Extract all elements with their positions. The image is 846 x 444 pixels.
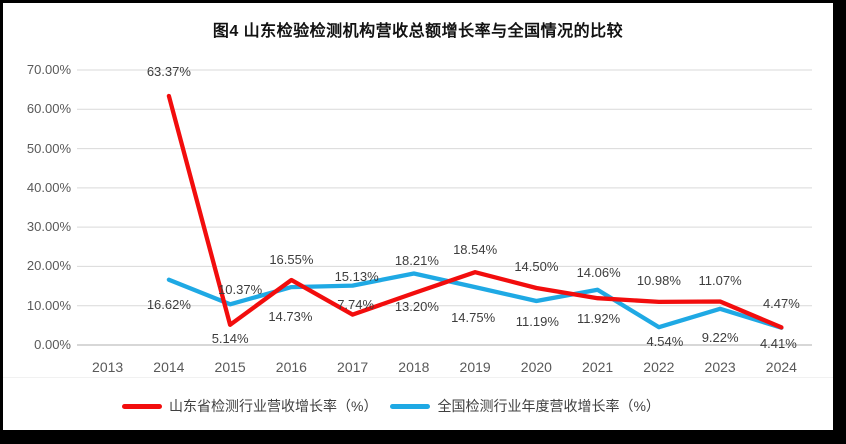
data-label-shandong-2020: 14.50% xyxy=(514,259,559,275)
x-tick-2024: 2024 xyxy=(765,359,797,375)
y-tick-60.00%: 60.00% xyxy=(26,101,71,117)
x-tick-2018: 2018 xyxy=(398,359,430,375)
shandong-series-swatch xyxy=(122,403,162,409)
legend-item-shandong: 山东省检测行业营收增长率（%） xyxy=(122,396,377,416)
y-tick-30.00%: 30.00% xyxy=(26,219,71,235)
data-label-shandong-2015: 5.14% xyxy=(211,330,249,346)
plot-bottom-divider xyxy=(3,377,833,378)
x-tick-2013: 2013 xyxy=(92,359,124,375)
y-tick-20.00%: 20.00% xyxy=(26,258,71,274)
legend-item-national: 全国检测行业年度营收增长率（%） xyxy=(390,396,660,416)
data-label-national-2024: 4.41% xyxy=(759,335,797,351)
national-series-label: 全国检测行业年度营收增长率（%） xyxy=(437,398,660,414)
x-tick-2014: 2014 xyxy=(153,359,185,375)
data-label-national-2017: 15.13% xyxy=(334,268,379,284)
chart-title: 图4 山东检验检测机构营收总额增长率与全国情况的比较 xyxy=(212,23,624,40)
y-tick-10.00%: 10.00% xyxy=(26,297,71,313)
data-label-national-2019: 14.75% xyxy=(451,310,496,326)
data-label-national-2021: 14.06% xyxy=(576,264,621,280)
shandong-series-label: 山东省检测行业营收增长率（%） xyxy=(169,398,378,414)
x-tick-2016: 2016 xyxy=(275,359,307,375)
national-series-swatch xyxy=(390,403,431,409)
y-tick-50.00%: 50.00% xyxy=(26,140,71,156)
data-label-national-2014: 16.62% xyxy=(146,296,191,312)
x-tick-2022: 2022 xyxy=(643,359,675,375)
shandong-line xyxy=(166,93,784,330)
x-tick-2023: 2023 xyxy=(704,359,736,375)
legend: 山东省检测行业营收增长率（%） 全国检测行业年度营收增长率（%） xyxy=(122,397,660,415)
data-label-shandong-2014: 63.37% xyxy=(146,64,191,80)
data-label-shandong-2021: 11.92% xyxy=(577,311,621,327)
y-tick-70.00%: 70.00% xyxy=(26,62,71,77)
data-label-national-2018: 18.21% xyxy=(394,253,439,269)
chart-canvas: 图4 山东检验检测机构营收总额增长率与全国情况的比较 0.00% 10.00% 20… xyxy=(3,3,833,430)
data-label-shandong-2023: 11.07% xyxy=(698,272,742,288)
plot-area xyxy=(77,69,812,346)
data-label-shandong-2018: 13.20% xyxy=(394,299,439,315)
data-label-shandong-2022: 10.98% xyxy=(636,272,681,288)
data-label-national-2020: 11.19% xyxy=(515,314,559,330)
data-label-national-2016: 14.73% xyxy=(268,309,313,325)
data-label-shandong-2016: 16.55% xyxy=(269,251,314,267)
data-label-national-2022: 4.54% xyxy=(646,334,684,350)
x-tick-2015: 2015 xyxy=(214,359,246,375)
data-label-national-2015: 10.37% xyxy=(218,282,263,298)
x-tick-2019: 2019 xyxy=(459,359,491,375)
y-tick-40.00%: 40.00% xyxy=(26,179,71,195)
data-label-national-2023: 9.22% xyxy=(701,329,739,345)
data-label-shandong-2024: 4.47% xyxy=(762,296,800,312)
x-tick-2017: 2017 xyxy=(337,359,369,375)
y-tick-0.00%: 0.00% xyxy=(34,337,71,352)
data-label-shandong-2017: 7.74% xyxy=(337,296,375,312)
x-tick-2021: 2021 xyxy=(582,359,614,375)
data-label-shandong-2019: 18.54% xyxy=(453,242,498,258)
x-tick-2020: 2020 xyxy=(520,359,552,375)
